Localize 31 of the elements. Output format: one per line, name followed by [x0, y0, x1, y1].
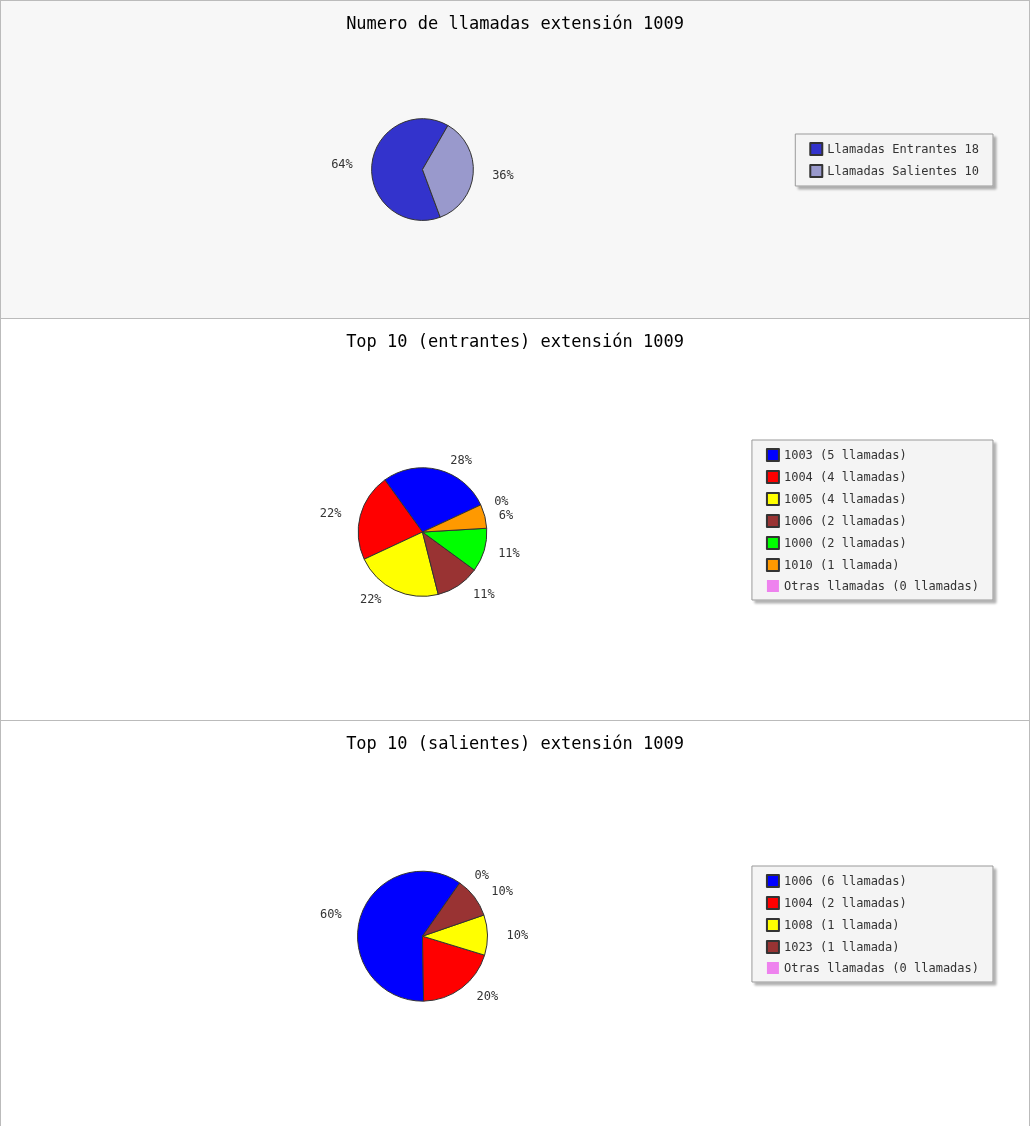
legend-label: Llamadas Salientes 10: [827, 164, 979, 178]
legend-label: 1004 (4 llamadas): [783, 470, 907, 484]
data-label: 10%: [491, 884, 514, 899]
chart-title: Numero de llamadas extensión 1009: [346, 12, 684, 33]
legend-label: Otras llamadas (0 llamadas): [783, 961, 980, 975]
legend-label: Llamadas Entrantes 18: [827, 142, 979, 156]
text: 0%: [494, 493, 509, 508]
data-label: 11%: [473, 586, 496, 601]
data-label: 36%: [492, 167, 515, 182]
legend-label: 1000 (2 llamadas): [783, 536, 907, 550]
chart-title: Top 10 (entrantes) extensión 1009: [346, 330, 684, 351]
legend-label: 1003 (5 llamadas): [783, 448, 907, 462]
legend-label: 1006 (2 llamadas): [783, 514, 907, 528]
legend-label: 1008 (1 llamada): [783, 918, 900, 932]
data-label: 6%: [498, 507, 515, 522]
chart-title: Top 10 (salientes) extensión 1009: [346, 732, 684, 753]
legend-label: 1010 (1 llamada): [783, 558, 900, 572]
legend-label: 1006 (6 llamadas): [783, 874, 907, 888]
data-label: 28%: [450, 453, 473, 468]
data-label: 20%: [476, 989, 500, 1004]
data-label: 22%: [319, 506, 343, 521]
data-label: 64%: [331, 157, 354, 172]
legend-label: 1005 (4 llamadas): [783, 492, 907, 506]
legend-label: 1004 (2 llamadas): [783, 896, 907, 910]
data-label: 11%: [498, 546, 521, 561]
legend-label: 1023 (1 llamada): [783, 940, 900, 954]
data-label: 60%: [320, 907, 343, 922]
data-label: 22%: [359, 592, 383, 607]
text: 0%: [474, 867, 489, 882]
data-label: 10%: [506, 927, 529, 942]
legend-label: Otras llamadas (0 llamadas): [783, 579, 980, 593]
